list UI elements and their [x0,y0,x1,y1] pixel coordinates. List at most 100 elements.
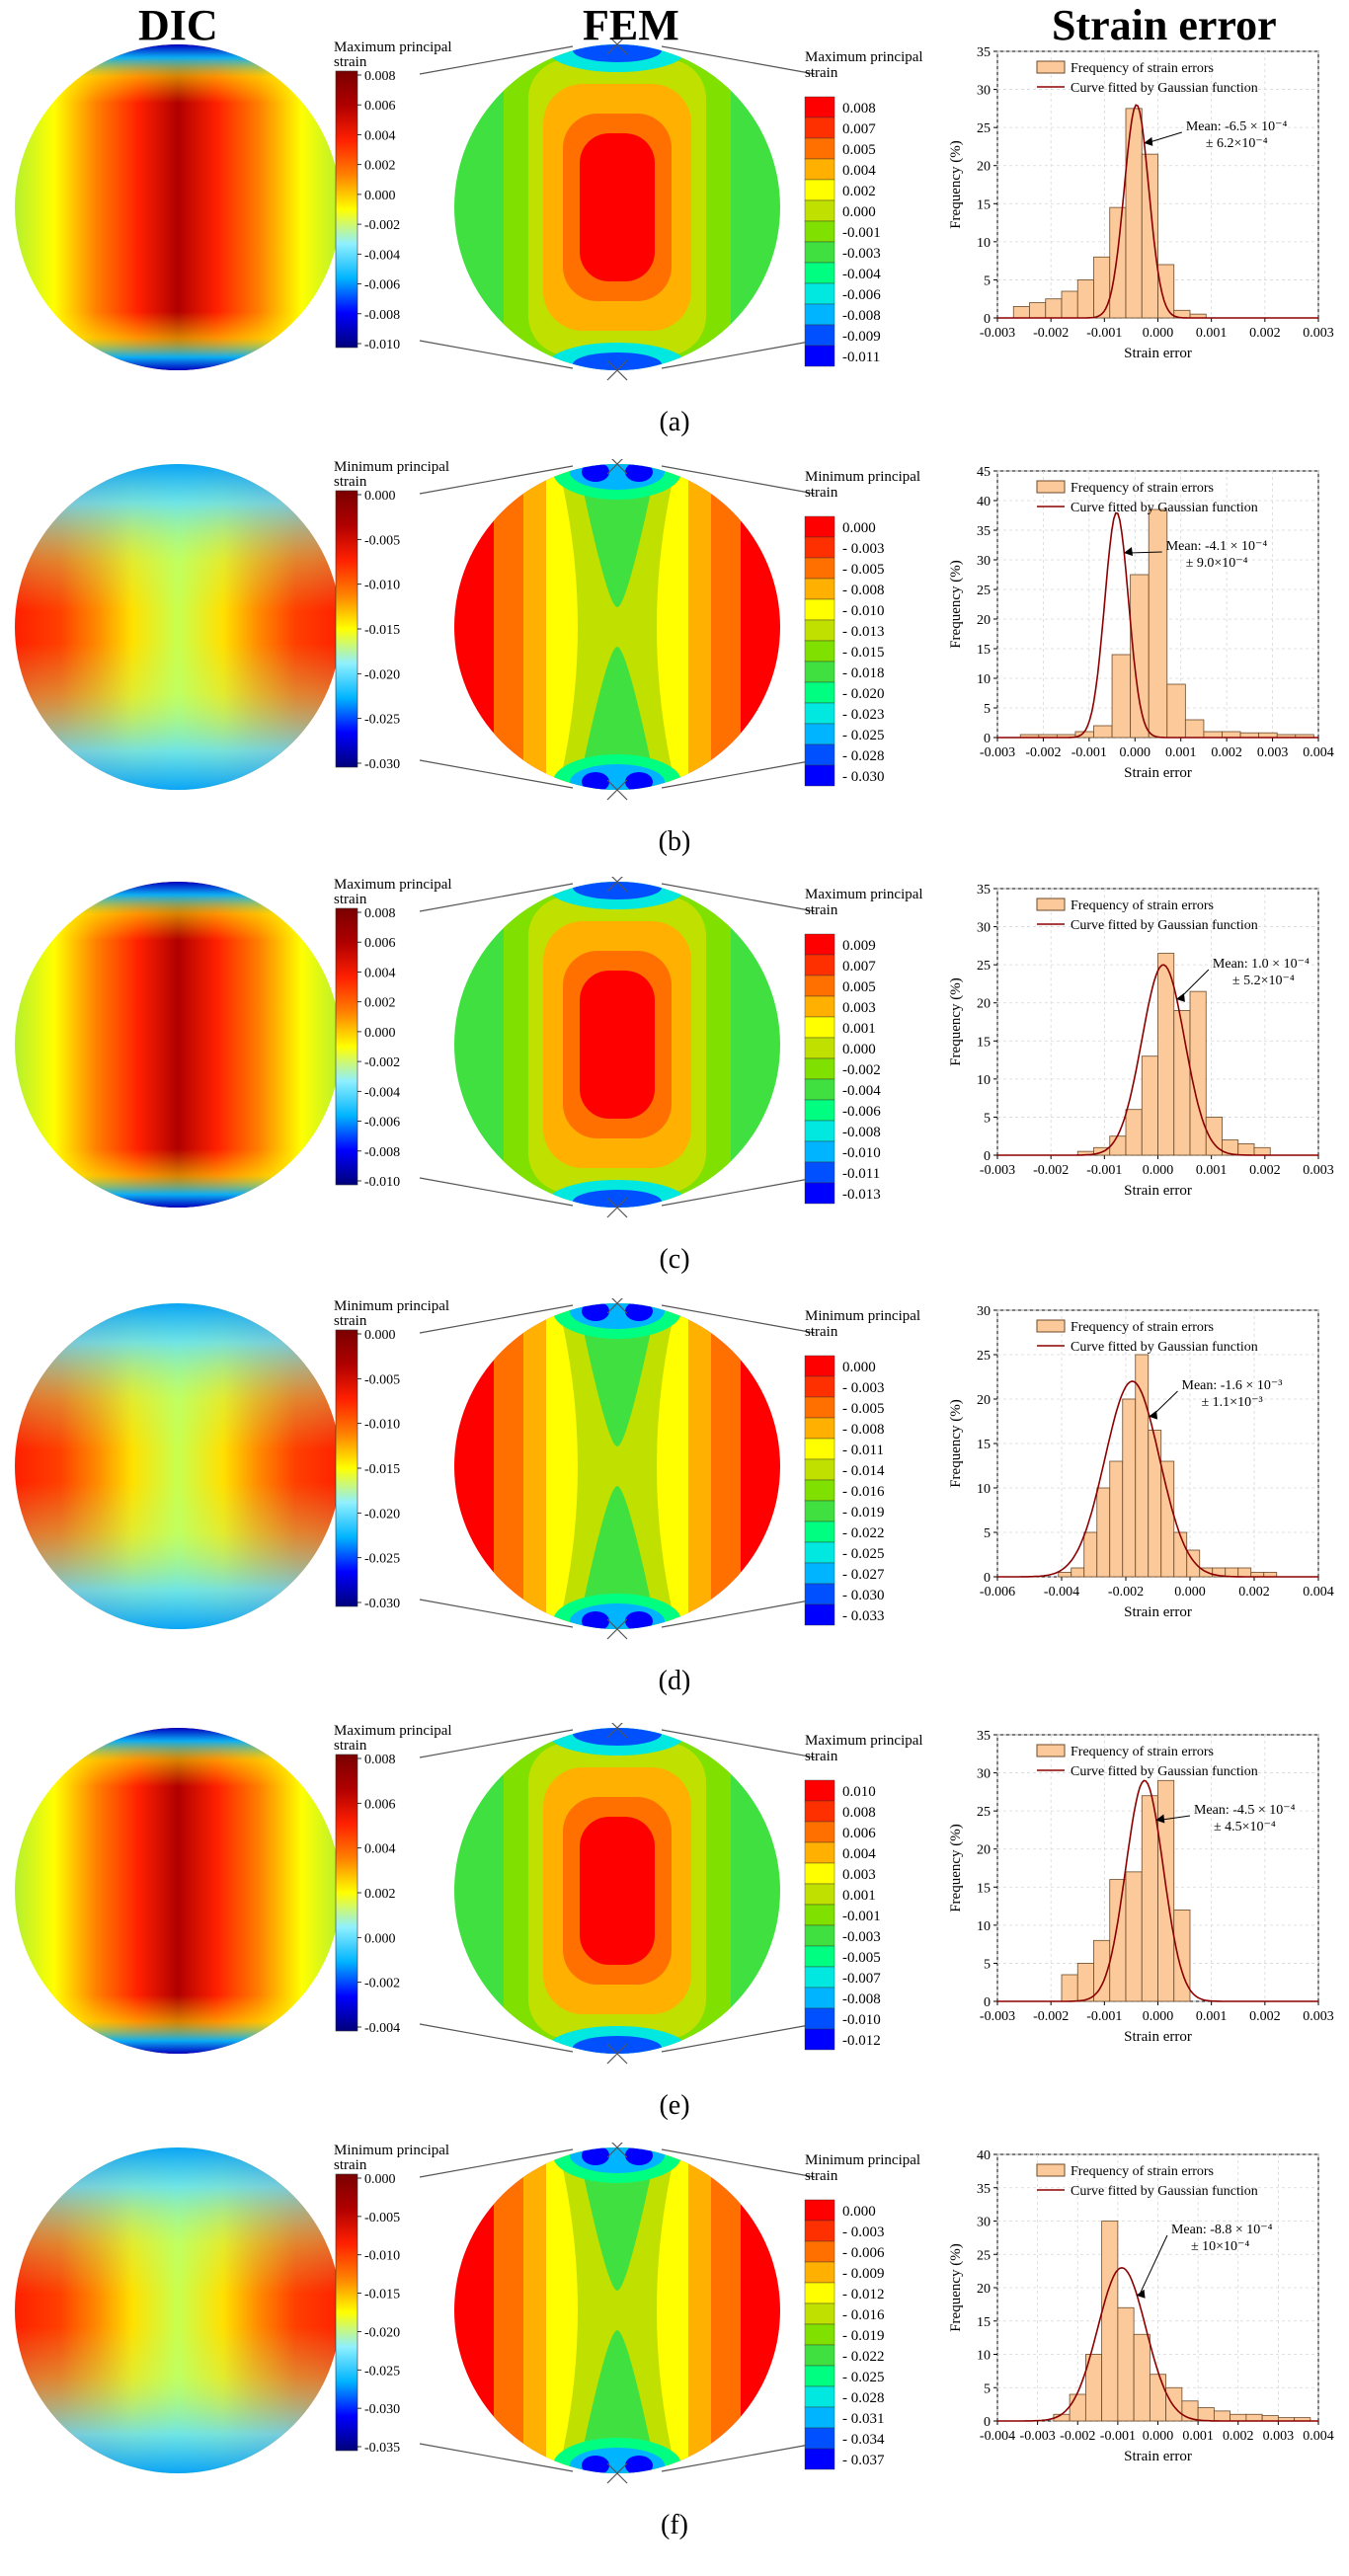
load-point-marker [606,1298,623,1314]
legend-label: Curve fitted by Gaussian function [1071,81,1258,96]
histogram-bar [1222,731,1241,739]
dic-colorbar-label: -0.004 [364,248,400,263]
x-tick-label: 0.000 [1143,1163,1174,1178]
fem-legend-swatch [804,1779,835,1802]
fem-legend-label: - 0.034 [842,2432,885,2448]
x-tick-label: 0.000 [1143,2429,1174,2444]
x-tick-label: -0.001 [1086,326,1122,341]
legend-bar-swatch [1036,1319,1066,1333]
y-tick-label: 10 [977,1482,991,1497]
fem-band [582,1303,609,1321]
fem-legend-label: -0.006 [842,287,881,303]
y-tick-label: 25 [977,1349,991,1364]
fem-legend-swatch [804,619,835,642]
fem-legend-label: -0.012 [842,2033,881,2049]
y-tick-label: 15 [977,643,991,658]
fem-legend-label: 0.001 [842,1888,876,1904]
annotation-arrowhead [1149,1410,1158,1420]
dic-legend-title: strain [334,54,367,70]
dic-colorbar-label: -0.015 [364,2288,400,2303]
fem-legend-swatch [804,96,835,118]
fem-legend-swatch [804,995,835,1018]
fem-legend-swatch [804,2448,835,2470]
figure-row: Maximum principal strain 0.008 0.006 0.004 0.… [0,877,1349,1291]
y-axis-label: Frequency (%) [948,977,964,1066]
fem-legend-label: -0.010 [842,1145,881,1161]
x-tick-label: 0.002 [1249,1163,1281,1178]
mean-annotation: Mean: -4.5 × 10⁻⁴ [1194,1803,1296,1818]
fem-legend-title: strain [805,902,838,918]
fem-legend-label: 0.007 [842,121,876,137]
dic-colorbar-label: -0.030 [364,757,400,772]
dic-colorbar-label: -0.006 [364,278,400,293]
dic-colorbar-label: 0.000 [364,189,396,203]
x-axis-label: Strain error [1124,2449,1192,2464]
load-point-marker [606,1618,628,1640]
mean-annotation: Mean: -1.6 × 10⁻³ [1182,1378,1283,1393]
fem-contour-map [454,44,780,370]
fem-legend-swatch [804,2199,835,2222]
dic-colorbar-label: 0.000 [364,1026,396,1041]
x-axis-label: Strain error [1124,1604,1192,1620]
fem-legend-label: - 0.016 [842,2307,885,2323]
y-tick-label: 15 [977,197,991,212]
fem-band [578,464,657,607]
dic-colorbar-label: 0.008 [364,69,396,84]
fem-legend-label: 0.000 [842,1360,876,1375]
header-strain-error: Strain error [1052,1,1277,49]
dic-colorbar [335,490,358,768]
fem-legend-label: 0.004 [842,1846,876,1862]
fem-legend-label: - 0.005 [842,562,885,578]
dic-strain-map-overlay [15,882,341,1208]
dic-colorbar-label: -0.004 [364,1085,400,1100]
dic-legend-title: Minimum principal [334,1298,449,1314]
y-tick-label: 0 [984,1571,991,1586]
y-tick-label: 15 [977,1438,991,1452]
std-annotation: ± 10×10⁻⁴ [1191,2239,1249,2254]
dic-colorbar-label: 0.002 [364,159,396,174]
dic-legend-title: Maximum principal [334,877,452,893]
fem-legend-label: 0.001 [842,1021,876,1037]
fem-legend-label: - 0.033 [842,1608,885,1624]
dic-colorbar-label: 0.008 [364,1753,396,1767]
y-tick-label: 5 [984,1526,991,1541]
fem-band [573,44,662,62]
subfigure-caption: (d) [658,1666,691,1696]
dic-colorbar [335,907,358,1186]
fem-legend-label: - 0.023 [842,707,885,723]
annotation-arrowhead [1144,136,1153,146]
row-graphics: Maximum principalstrain0.0080.0060.0040.… [15,877,1334,1218]
fem-legend-title: Minimum principal [805,1308,920,1324]
fem-legend-label: - 0.019 [842,1505,885,1521]
histogram-bar [1135,1354,1150,1578]
fem-band [582,2147,609,2165]
dic-colorbar-label: -0.006 [364,1116,400,1131]
histogram-bar [1122,1398,1137,1578]
dic-colorbar-label: -0.002 [364,1055,400,1070]
fem-legend-swatch [804,345,835,367]
x-tick-label: -0.001 [1071,745,1107,760]
fem-legend-label: - 0.037 [842,2453,885,2468]
fem-legend-label: 0.004 [842,163,876,179]
y-tick-label: 25 [977,584,991,598]
x-tick-label: 0.001 [1182,2429,1214,2444]
fem-legend-label: -0.004 [842,267,881,282]
fem-legend-swatch [804,954,835,976]
fem-legend-label: 0.000 [842,2204,876,2220]
dic-colorbar-label: 0.006 [364,99,396,114]
fem-legend-label: - 0.022 [842,1525,885,1541]
loading-platen-line [419,759,574,789]
y-tick-label: 5 [984,1957,991,1972]
fem-legend-swatch [804,199,835,222]
subfigure-caption: (a) [659,407,690,437]
dic-legend-title: strain [334,2157,367,2173]
figure-row: Maximum principal strain 0.008 0.006 0.004 0.… [0,39,1349,454]
fem-band [582,2456,609,2473]
legend-label: Frequency of strain errors [1071,481,1214,496]
x-tick-label: -0.003 [980,326,1015,341]
fem-legend-swatch [804,2323,835,2346]
fem-legend-label: -0.008 [842,1125,881,1140]
fem-band [578,2330,657,2473]
fem-legend-swatch [804,1500,835,1522]
fem-legend-label: - 0.014 [842,1463,885,1479]
